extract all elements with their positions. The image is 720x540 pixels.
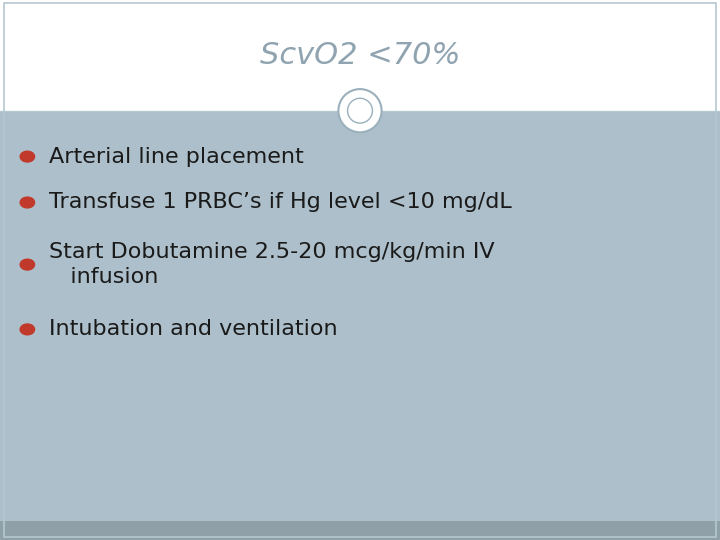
Text: Transfuse 1 PRBC’s if Hg level <10 mg/dL: Transfuse 1 PRBC’s if Hg level <10 mg/dL — [49, 192, 512, 213]
FancyBboxPatch shape — [0, 521, 720, 540]
Text: Intubation and ventilation: Intubation and ventilation — [49, 319, 338, 340]
Text: Arterial line placement: Arterial line placement — [49, 146, 304, 167]
FancyBboxPatch shape — [0, 111, 720, 521]
Ellipse shape — [338, 89, 382, 132]
Text: ScvO2 <70%: ScvO2 <70% — [260, 41, 460, 70]
FancyBboxPatch shape — [0, 0, 720, 111]
Circle shape — [20, 259, 35, 270]
Circle shape — [20, 151, 35, 162]
Circle shape — [20, 324, 35, 335]
Ellipse shape — [348, 98, 372, 123]
Circle shape — [20, 197, 35, 208]
Text: Start Dobutamine 2.5-20 mcg/kg/min IV
   infusion: Start Dobutamine 2.5-20 mcg/kg/min IV in… — [49, 242, 495, 287]
